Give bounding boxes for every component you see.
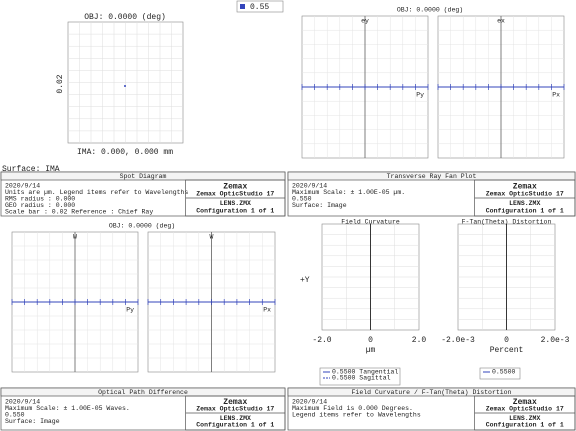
- legend-label: 0.5500 Sagittal: [332, 375, 391, 382]
- image-label: IMA: 0.000, 0.000 mm: [77, 148, 173, 157]
- brand-line: Configuration 1 of 1: [196, 207, 274, 214]
- brand-line: Zemax OpticStudio 17: [196, 190, 274, 197]
- brand-line: Zemax: [513, 398, 537, 407]
- info-title-bar: [0, 171, 286, 181]
- y-axis-label: W: [73, 234, 77, 241]
- info-line: 2020/9/14: [5, 399, 40, 406]
- x-axis-label: Py: [416, 92, 424, 99]
- info-line: 0.550: [292, 196, 312, 203]
- brand-line: Zemax OpticStudio 17: [486, 406, 564, 413]
- plot-title: Field Curvature: [341, 219, 400, 226]
- info-title-bar: [287, 387, 576, 397]
- y-axis-label: W: [210, 234, 214, 241]
- legend-box: [319, 367, 401, 386]
- plot-title: F-Tan(Theta) Distortion: [462, 219, 552, 226]
- info-line: Legend items refer to Wavelengths: [292, 412, 421, 419]
- brand-line: LENS.ZMX: [509, 200, 540, 207]
- info-title: Spot Diagram: [120, 173, 167, 180]
- x-tick-label: 0: [504, 336, 509, 345]
- x-tick-label: -2.0: [312, 336, 331, 345]
- info-line: Units are µm. Legend items refer to Wave…: [5, 189, 188, 196]
- info-line: Maximum Scale: ± 1.00E-05 µm.: [292, 189, 405, 196]
- brand-line: Configuration 1 of 1: [486, 422, 564, 429]
- legend-label: 0.5500 Tangential: [332, 369, 398, 376]
- info-line: Scale bar : 0.02 Reference : Chief Ray: [5, 209, 153, 216]
- info-line: Maximum Scale: ± 1.00E-05 Waves.: [5, 405, 130, 412]
- field-label: OBJ: 0.0000 (deg): [84, 13, 166, 22]
- spot: [124, 85, 126, 87]
- brand-line: Zemax: [223, 398, 247, 407]
- x-axis-label: Px: [552, 92, 560, 99]
- brand-line: Zemax: [513, 183, 537, 192]
- info-title-bar: [0, 387, 286, 397]
- info-line: 0.550: [5, 412, 25, 419]
- info-line: 2020/9/14: [292, 399, 327, 406]
- x-axis-label: Percent: [490, 346, 524, 355]
- legend-swatch: [240, 4, 245, 9]
- x-tick-label: 2.0: [412, 336, 427, 345]
- brand-line: Zemax OpticStudio 17: [486, 190, 564, 197]
- info-title-bar: [287, 171, 576, 181]
- brand-line: LENS.ZMX: [509, 415, 540, 422]
- info-title: Field Curvature / F-Tan(Theta) Distortio…: [352, 389, 512, 396]
- brand-line: LENS.ZMX: [220, 200, 251, 207]
- x-tick-label: 0: [368, 336, 373, 345]
- x-tick-label: 2.0e-3: [541, 336, 570, 345]
- scale-label: 0.02: [56, 74, 65, 93]
- x-axis-label: µm: [366, 346, 376, 355]
- y-axis-label: ex: [497, 18, 505, 25]
- brand-line: Configuration 1 of 1: [196, 422, 274, 429]
- brand-line: Zemax OpticStudio 17: [196, 406, 274, 413]
- surface-label: Surface: IMA: [2, 165, 60, 174]
- info-title: Transverse Ray Fan Plot: [387, 173, 477, 180]
- info-line: 2020/9/14: [292, 183, 327, 190]
- brand-line: Configuration 1 of 1: [486, 207, 564, 214]
- field-label: OBJ: 0.0000 (deg): [109, 223, 175, 230]
- legend-box: [479, 367, 521, 380]
- info-line: GEO radius : 0.000: [5, 202, 75, 209]
- y-axis-label: +Y: [300, 276, 310, 285]
- info-title: Optical Path Difference: [98, 389, 188, 396]
- legend-label: 0.55: [250, 3, 269, 12]
- x-axis-label: Px: [263, 307, 271, 314]
- field-label: OBJ: 0.0000 (deg): [397, 7, 463, 14]
- brand-line: LENS.ZMX: [220, 415, 251, 422]
- y-axis-label: ey: [361, 18, 369, 25]
- brand-line: Zemax: [223, 183, 247, 192]
- legend-label: 0.5500: [492, 369, 516, 376]
- info-line: Surface: Image: [292, 202, 347, 209]
- x-axis-label: Py: [126, 307, 134, 314]
- info-line: Maximum Field is 0.000 Degrees.: [292, 405, 413, 412]
- info-line: 2020/9/14: [5, 183, 40, 190]
- x-tick-label: -2.0e-3: [441, 336, 475, 345]
- info-line: RMS radius : 0.000: [5, 196, 75, 203]
- info-line: Surface: Image: [5, 418, 60, 425]
- legend-box: [236, 0, 284, 13]
